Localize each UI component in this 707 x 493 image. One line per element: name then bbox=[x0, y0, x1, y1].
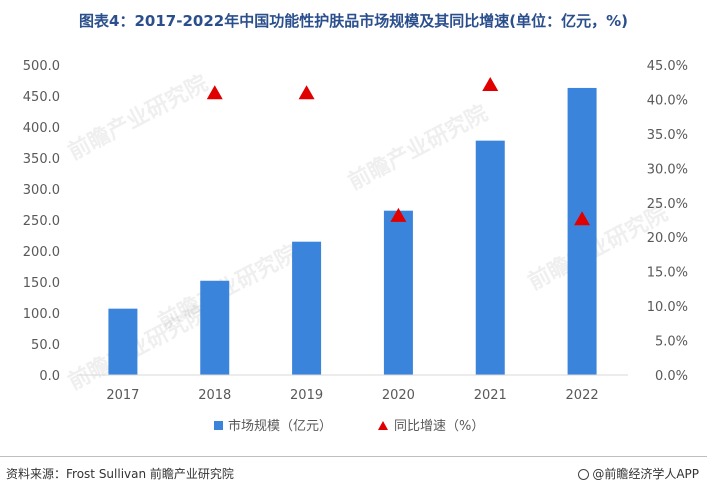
growth-triangle-marker bbox=[298, 85, 315, 100]
chart: 0.0 50.0 100.0 150.0 200.0 250.0 300.0 350.0 400… bbox=[23, 59, 688, 434]
right-axis-tick-label: 10.0% bbox=[647, 300, 688, 315]
right-axis-tick-label: 35.0% bbox=[647, 128, 688, 143]
left-axis-tick-label: 300.0 bbox=[23, 183, 60, 198]
right-axis-tick-label: 20.0% bbox=[647, 231, 688, 246]
left-axis-tick-label: 50.0 bbox=[31, 338, 60, 353]
bar bbox=[292, 241, 322, 375]
growth-triangle-marker bbox=[390, 207, 407, 222]
bars-layer bbox=[108, 87, 597, 375]
x-axis-tick-label: 2017 bbox=[106, 388, 139, 403]
legend-triangle-swatch bbox=[378, 421, 388, 430]
right-axis-tick-label: 15.0% bbox=[647, 266, 688, 281]
growth-triangle-marker bbox=[574, 211, 591, 226]
x-axis-tick-label: 2021 bbox=[474, 388, 507, 403]
source-note: 资料来源：Frost Sullivan 前瞻产业研究院 bbox=[6, 467, 234, 481]
x-axis: 2017 2018 2019 2020 2021 2022 bbox=[77, 374, 628, 403]
legend-triangle-label: 同比增速（%） bbox=[394, 419, 484, 434]
legend-bar-label: 市场规模（亿元） bbox=[228, 418, 332, 434]
bar bbox=[383, 210, 413, 375]
left-axis-tick-label: 350.0 bbox=[23, 152, 60, 167]
bar bbox=[200, 280, 230, 375]
left-axis-tick-label: 100.0 bbox=[23, 307, 60, 322]
bar bbox=[567, 87, 597, 375]
brand-credit: @前瞻经济学人APP bbox=[578, 465, 699, 482]
growth-markers-layer bbox=[206, 76, 591, 226]
x-axis-tick-label: 2018 bbox=[198, 388, 231, 403]
x-axis-tick-label: 2020 bbox=[382, 388, 415, 403]
bar bbox=[475, 140, 505, 375]
footer-divider bbox=[0, 456, 707, 457]
right-axis-tick-label: 25.0% bbox=[647, 197, 688, 212]
left-axis-tick-label: 200.0 bbox=[23, 245, 60, 260]
left-axis-tick-label: 400.0 bbox=[23, 121, 60, 136]
brand-logo-icon bbox=[578, 469, 590, 480]
chart-title: 图表4：2017-2022年中国功能性护肤品市场规模及其同比增速(单位：亿元，%… bbox=[79, 12, 628, 30]
legend: 市场规模（亿元） 同比增速（%） bbox=[214, 418, 484, 434]
right-axis-tick-label: 30.0% bbox=[647, 162, 688, 177]
left-axis-tick-label: 450.0 bbox=[23, 90, 60, 105]
right-axis-tick-label: 45.0% bbox=[647, 59, 688, 74]
right-axis-tick-label: 40.0% bbox=[647, 93, 688, 108]
brand-text: @前瞻经济学人APP bbox=[592, 467, 699, 481]
right-axis-ticks: 0.0% 5.0% 10.0% 15.0% 20.0% 25.0% 30.0% 35.0% 40… bbox=[647, 59, 688, 384]
x-axis-tick-label: 2022 bbox=[566, 388, 599, 403]
legend-bar-swatch bbox=[214, 421, 223, 430]
left-axis-ticks: 0.0 50.0 100.0 150.0 200.0 250.0 300.0 350.0 400… bbox=[23, 59, 60, 384]
left-axis-tick-label: 500.0 bbox=[23, 59, 60, 74]
growth-triangle-marker bbox=[206, 85, 223, 100]
left-axis-tick-label: 0.0 bbox=[39, 369, 60, 384]
x-axis-tick-label: 2019 bbox=[290, 388, 323, 403]
growth-triangle-marker bbox=[482, 76, 499, 91]
left-axis-tick-label: 150.0 bbox=[23, 276, 60, 291]
right-axis-tick-label: 5.0% bbox=[655, 335, 688, 350]
left-axis-tick-label: 250.0 bbox=[23, 214, 60, 229]
right-axis-tick-label: 0.0% bbox=[655, 369, 688, 384]
bar bbox=[108, 308, 138, 375]
